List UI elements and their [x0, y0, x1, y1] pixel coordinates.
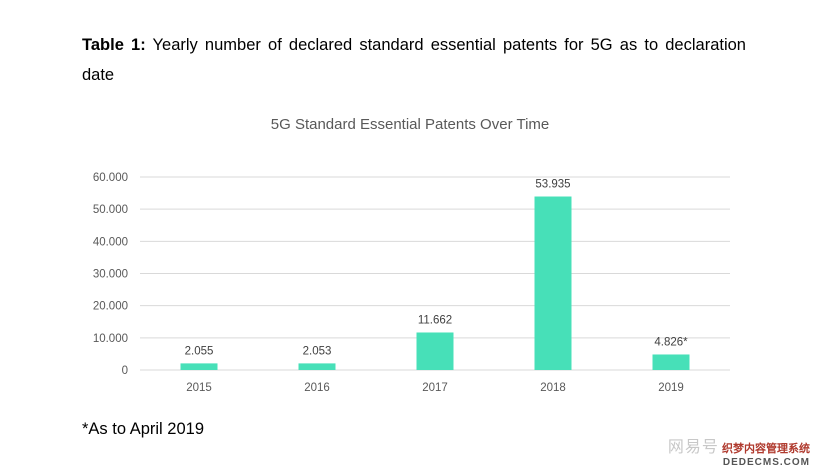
data-label-2019: 4.826*: [654, 336, 688, 348]
y-axis-ticks: 0 10.000 20.000 30.000 40.000 50.000 60.000: [93, 172, 128, 377]
bar-2016: [298, 363, 336, 370]
y-tick-label: 60.000: [93, 172, 128, 184]
bar-2015: [180, 363, 218, 370]
bars: 2.055 2.053 11.662 53.935 4.826*: [180, 179, 690, 370]
chart-title: 5G Standard Essential Patents Over Time: [270, 116, 550, 133]
table-caption: Table 1: Yearly number of declared stand…: [82, 30, 746, 90]
data-label-2016: 2.053: [303, 345, 332, 357]
data-label-2017: 11.662: [418, 314, 452, 326]
y-tick-label: 20.000: [93, 301, 128, 313]
bar-2019: [652, 354, 690, 370]
watermark-url: DEDECMS.COM: [722, 457, 810, 468]
x-tick-label: 2018: [540, 382, 566, 394]
x-tick-label: 2017: [422, 382, 448, 394]
footnote: *As to April 2019: [82, 420, 204, 438]
watermark-brand: 网易号: [667, 439, 719, 456]
data-label-2015: 2.055: [185, 345, 214, 357]
watermark-cms: 织梦内容管理系统: [722, 443, 810, 455]
y-tick-label: 30.000: [93, 269, 128, 281]
x-tick-label: 2019: [658, 382, 684, 394]
data-label-2018: 53.935: [535, 179, 570, 191]
x-axis-ticks: 2015 2016 2017 2018 2019: [186, 382, 684, 394]
caption-text: Yearly number of declared standard essen…: [82, 36, 746, 84]
watermark: 网易号 织梦内容管理系统 DEDECMS.COM: [667, 439, 810, 469]
y-tick-label: 50.000: [93, 204, 128, 216]
x-tick-label: 2016: [304, 382, 330, 394]
caption-label: Table 1:: [82, 36, 146, 54]
bar-2018: [534, 196, 572, 370]
y-tick-label: 40.000: [93, 236, 128, 248]
x-tick-label: 2015: [186, 382, 212, 394]
bar-2017: [416, 332, 454, 370]
y-tick-label: 10.000: [93, 333, 128, 345]
y-tick-label: 0: [122, 365, 128, 377]
gridlines: [140, 176, 730, 371]
